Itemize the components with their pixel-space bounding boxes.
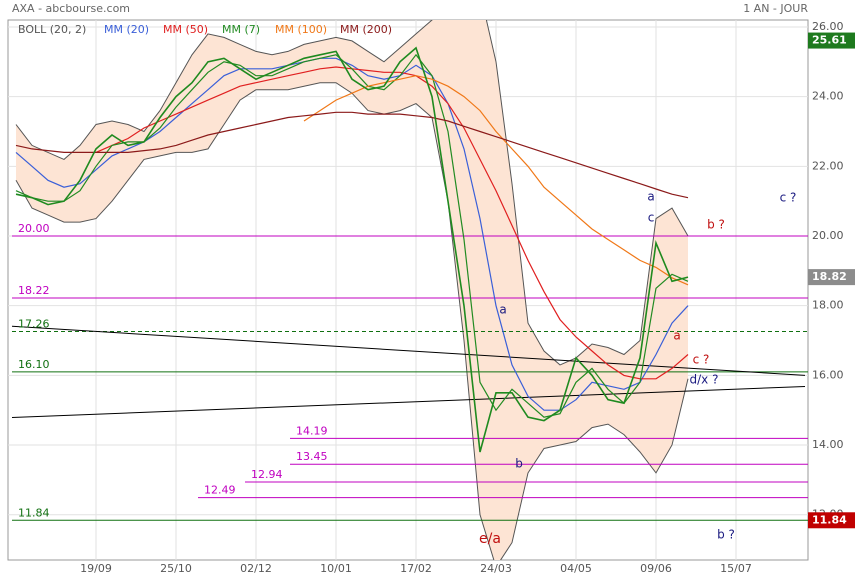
legend-entry: MM (100)	[275, 23, 327, 36]
x-tick-label: 19/09	[80, 562, 112, 575]
period: 1 AN - JOUR	[743, 2, 808, 15]
level-label: 20.00	[18, 222, 50, 235]
level-label: 14.19	[296, 424, 328, 437]
moving-average	[15, 53, 689, 418]
y-tick-label: 26.00	[812, 20, 844, 33]
plot	[8, 20, 808, 560]
annotation: a	[673, 329, 680, 343]
level-label: 18.22	[18, 284, 50, 297]
y-tick-label: 14.00	[812, 438, 844, 451]
y-tick-label: 18.00	[812, 299, 844, 312]
legend-entry: MM (50)	[163, 23, 208, 36]
level-label: 13.45	[296, 450, 328, 463]
x-tick-label: 24/03	[480, 562, 512, 575]
annotation: a	[499, 303, 506, 317]
price-badge-label: 18.82	[812, 270, 847, 283]
trend-line	[11, 386, 806, 419]
y-tick-label: 24.00	[812, 90, 844, 103]
price-badge-label: 11.84	[812, 513, 847, 526]
x-tick-label: 09/06	[640, 562, 672, 575]
price-badge	[808, 512, 855, 529]
price-badge	[808, 269, 855, 286]
legend-entry: MM (20)	[104, 23, 149, 36]
annotation: b ?	[707, 218, 725, 232]
x-tick-label: 02/12	[240, 562, 272, 575]
moving-average	[303, 75, 689, 286]
moving-average	[15, 57, 689, 411]
x-tick-label: 25/10	[160, 562, 192, 575]
price-badge-label: 25.61	[812, 34, 847, 47]
annotation: c ?	[693, 353, 710, 367]
legend-entry: BOLL (20, 2)	[18, 23, 86, 36]
y-tick-label: 20.00	[812, 229, 844, 242]
x-tick-label: 04/05	[560, 562, 592, 575]
plot-frame	[7, 19, 809, 561]
moving-average	[15, 111, 689, 199]
bollinger-area	[16, 20, 688, 560]
level-label: 11.84	[18, 506, 50, 519]
price-badge	[808, 32, 855, 49]
chart-title: AXA - abcbourse.com	[12, 2, 130, 15]
annotation: c ?	[780, 191, 797, 205]
annotation: a	[647, 190, 654, 204]
y-tick-label: 16.00	[812, 368, 844, 381]
annotation: b ?	[717, 528, 735, 542]
level-label: 16.10	[18, 358, 50, 371]
y-tick-label: 22.00	[812, 159, 844, 172]
x-tick-label: 17/02	[400, 562, 432, 575]
x-tick-label: 15/07	[720, 562, 752, 575]
level-label: 17.26	[18, 317, 50, 330]
annotation: c	[648, 211, 655, 225]
legend-entry: MM (200)	[340, 23, 392, 36]
level-label: 12.94	[251, 468, 283, 481]
annotation: d/x ?	[690, 373, 719, 387]
level-label: 12.49	[204, 484, 236, 497]
x-tick-label: 10/01	[320, 562, 352, 575]
legend-entry: MM (7)	[222, 23, 260, 36]
moving-average	[95, 66, 689, 380]
price-line	[15, 46, 689, 453]
annotation: b	[515, 457, 523, 471]
annotation: e/a	[479, 531, 501, 547]
